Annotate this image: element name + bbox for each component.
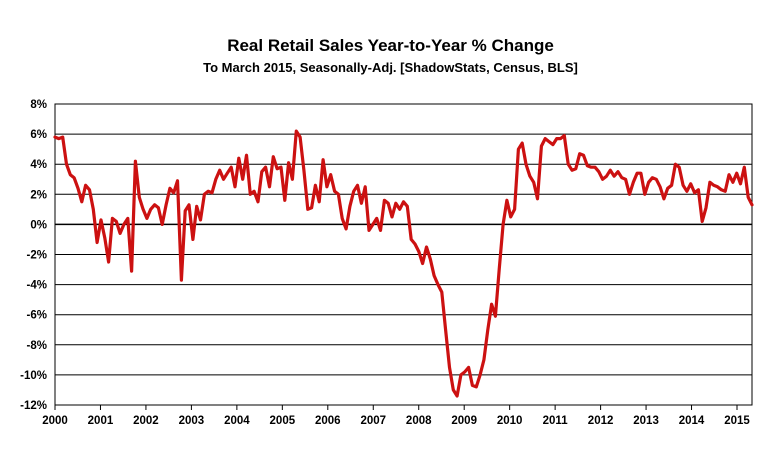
plot-frame [54,103,753,406]
x-tick-label: 2012 [588,415,614,427]
chart-title: Real Retail Sales Year-to-Year % Change [227,36,554,55]
x-tick-label: 2003 [179,415,205,427]
x-tick-label: 2013 [633,415,659,427]
y-tick-labels: 8% 6% 4% 2% 0% -2% -4% -6% -8% -10% -12% [20,99,47,412]
x-tick-label: 2006 [315,415,341,427]
y-tick-label: 6% [30,129,47,141]
x-tick-label: 2004 [224,415,250,427]
y-tick-label: -6% [27,310,47,322]
series-layer [53,129,754,398]
x-tick-label: 2011 [543,415,569,427]
x-tick-label: 2014 [679,415,705,427]
y-tick-label: 0% [30,219,47,231]
chart-subtitle: To March 2015, Seasonally-Adj. [ShadowSt… [203,60,578,75]
x-tick-label: 2007 [360,415,386,427]
x-tick-label: 2015 [724,415,750,427]
y-tick-label: 8% [30,99,47,111]
y-tick-label: -8% [27,340,47,352]
x-tick-label: 2005 [270,415,296,427]
x-tick-labels: 2000 2001 2002 2003 2004 2005 2006 2007 2008 2009… [42,415,750,427]
y-tick-label: -2% [27,250,47,262]
y-tick-label: 2% [30,189,47,201]
x-tick-label: 2010 [497,415,523,427]
y-tick-label: -10% [20,370,47,382]
axes [54,103,753,410]
y-tick-label: 4% [30,159,47,171]
y-tick-label: -12% [20,400,47,412]
x-tick-label: 2002 [133,415,159,427]
x-tick-label: 2009 [451,415,477,427]
x-tick-label: 2008 [406,415,432,427]
x-tick-label: 2001 [88,415,114,427]
x-tick-label: 2000 [42,415,68,427]
y-tick-label: -4% [27,280,47,292]
gridlines [55,103,752,406]
series-line [53,129,754,398]
